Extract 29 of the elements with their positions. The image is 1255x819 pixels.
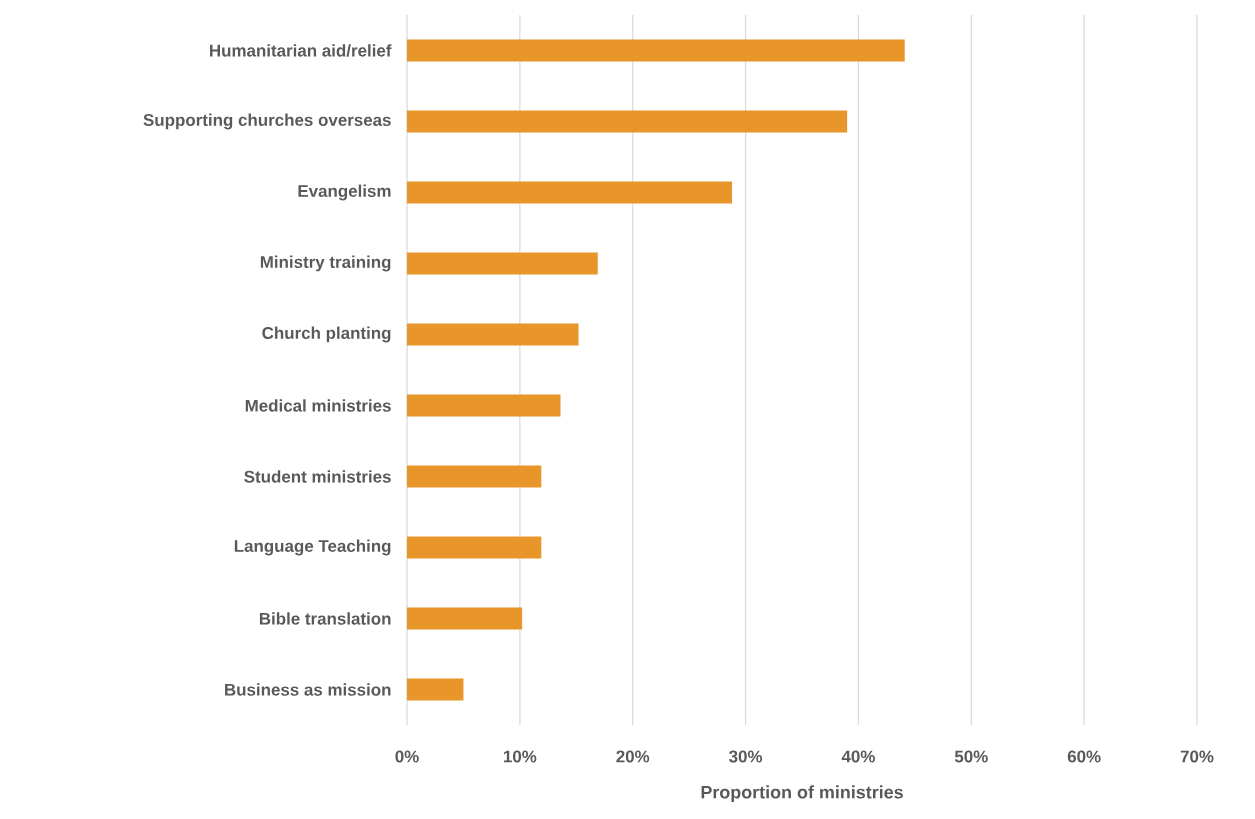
bar: [407, 110, 848, 133]
bar: [407, 323, 579, 346]
x-tick-label: 70%: [1180, 750, 1214, 763]
bar: [407, 536, 542, 559]
bar: [407, 252, 598, 275]
x-tick-label: 0%: [395, 750, 419, 763]
y-tick-label: Humanitarian aid/relief: [210, 44, 392, 57]
x-tick-label: 30%: [729, 750, 763, 763]
y-tick-label: Supporting churches overseas: [143, 113, 391, 130]
x-tick-label: 60%: [1067, 750, 1101, 763]
bar: [407, 465, 542, 488]
y-tick-label: Bible translation: [259, 612, 391, 625]
bar: [407, 394, 561, 417]
y-tick-label: Business as mission: [225, 683, 391, 696]
bar: [407, 181, 733, 204]
y-tick-label: Medical ministries: [245, 399, 391, 412]
y-tick-label: Language Teaching: [234, 539, 391, 556]
bar: [407, 39, 905, 62]
y-tick-label: Evangelism: [298, 184, 391, 201]
bar: [407, 607, 523, 630]
x-tick-label: 50%: [954, 750, 988, 763]
bar: [407, 678, 464, 701]
x-axis-title: Proportion of ministries: [701, 785, 903, 803]
y-tick-label: Student ministries: [244, 470, 391, 483]
y-tick-label: Ministry training: [260, 255, 391, 272]
x-tick-label: 10%: [503, 750, 537, 763]
x-tick-label: 40%: [841, 750, 875, 763]
x-tick-label: 20%: [616, 750, 650, 763]
y-tick-label: Church planting: [262, 326, 391, 343]
